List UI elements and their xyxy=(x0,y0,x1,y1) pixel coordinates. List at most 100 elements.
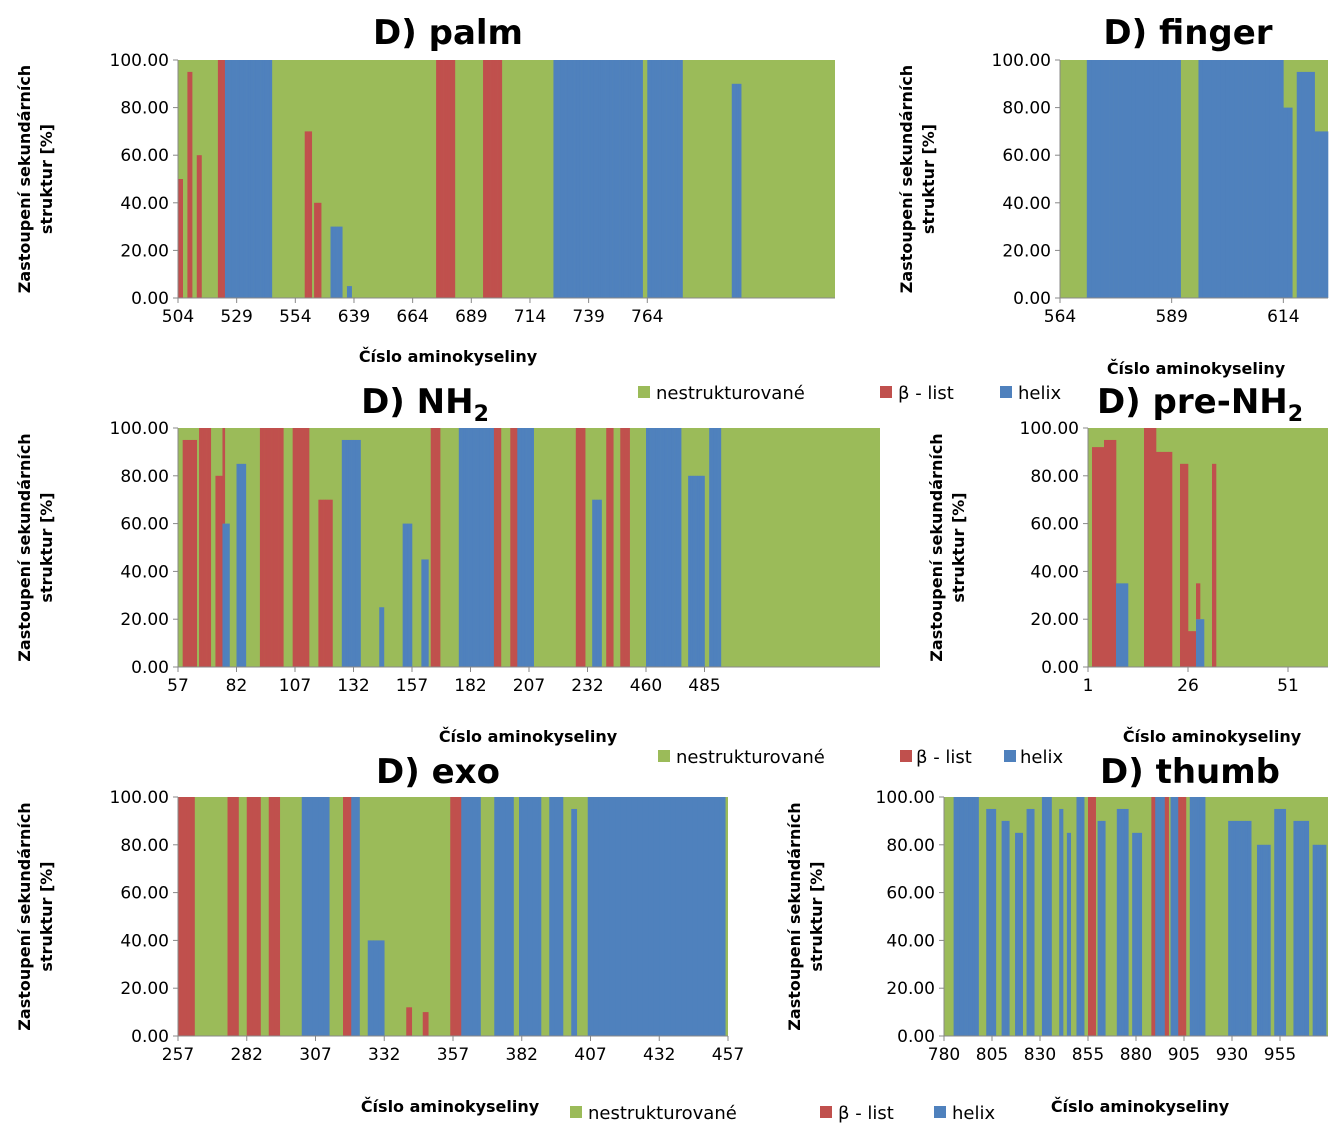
bar-helix xyxy=(690,475,694,667)
bar-beta xyxy=(1166,797,1169,1036)
bar-helix xyxy=(648,797,652,1036)
bar-beta xyxy=(580,428,584,667)
bar-helix xyxy=(1232,820,1235,1036)
bar-beta xyxy=(1153,797,1156,1036)
bar-helix xyxy=(618,797,622,1036)
y-axis-label-line1: Zastoupení sekundárních xyxy=(785,802,804,1030)
x-tick-label: 51 xyxy=(1277,676,1299,696)
bar-helix xyxy=(1301,820,1304,1036)
legend-label-helix: helix xyxy=(1020,747,1063,768)
bar-helix xyxy=(1198,60,1204,298)
y-tick-label: 100.00 xyxy=(110,788,169,808)
bar-helix xyxy=(243,60,247,298)
bar-beta xyxy=(1188,631,1193,667)
x-tick-label: 132 xyxy=(337,676,369,696)
bar-helix xyxy=(356,797,360,1036)
y-tick-label: 80.00 xyxy=(886,836,935,856)
bar-helix xyxy=(1322,844,1325,1036)
x-tick-label: 82 xyxy=(226,676,248,696)
bar-helix xyxy=(1140,60,1146,298)
x-tick-label: 930 xyxy=(1216,1045,1248,1065)
bar-helix xyxy=(1041,797,1045,1036)
bar-helix xyxy=(628,60,632,298)
title-prenh2-main: D) pre-NH xyxy=(1097,382,1288,422)
bar-beta xyxy=(309,131,313,298)
x-tick-label: 157 xyxy=(396,676,428,696)
bar-helix xyxy=(1135,60,1141,298)
bar-helix xyxy=(965,797,968,1036)
x-tick-label: 1 xyxy=(1083,676,1094,696)
x-axis-label: Číslo aminokyseliny xyxy=(359,347,538,366)
bar-beta xyxy=(575,428,579,667)
bar-helix xyxy=(988,808,991,1036)
bar-helix xyxy=(700,797,704,1036)
bar-helix xyxy=(236,463,240,667)
bar-helix xyxy=(616,60,620,298)
bar-helix xyxy=(634,797,638,1036)
bar-beta xyxy=(259,428,263,667)
bar-beta xyxy=(1151,797,1154,1036)
bar-helix xyxy=(1171,60,1177,298)
bar-helix xyxy=(1196,619,1201,667)
bar-beta xyxy=(271,797,275,1036)
y-tick-label: 40.00 xyxy=(120,562,169,582)
bar-helix xyxy=(463,428,467,667)
bar-beta xyxy=(180,179,183,298)
bar-beta xyxy=(189,797,193,1036)
bar-helix xyxy=(1016,832,1020,1036)
bar-helix xyxy=(1162,60,1168,298)
bar-helix xyxy=(1269,60,1275,298)
bar-helix xyxy=(1045,797,1048,1036)
bar-beta xyxy=(252,797,256,1036)
bar-helix xyxy=(524,428,527,667)
bar-helix xyxy=(560,797,564,1036)
bar-helix xyxy=(1116,583,1121,667)
bar-helix xyxy=(598,60,601,298)
bar-helix xyxy=(653,428,656,667)
bar-helix xyxy=(1301,71,1306,299)
bar-beta xyxy=(1164,797,1168,1036)
bar-helix xyxy=(1278,60,1284,298)
bar-helix xyxy=(1076,797,1079,1036)
bar-helix xyxy=(229,60,233,298)
x-axis-label: Číslo aminokyseliny xyxy=(1051,1097,1230,1116)
bar-helix xyxy=(1118,60,1123,298)
bar-beta xyxy=(292,428,296,667)
bar-helix xyxy=(661,60,665,298)
bar-beta xyxy=(512,428,516,667)
bar-helix xyxy=(675,60,679,298)
bar-helix xyxy=(1049,797,1052,1036)
bar-helix xyxy=(598,797,602,1036)
y-axis-label-line2: struktur [%] xyxy=(919,124,938,234)
title-nh2-main: D) NH xyxy=(361,382,474,422)
bar-helix xyxy=(243,463,247,667)
bar-helix xyxy=(246,60,249,298)
bar-helix xyxy=(1281,808,1285,1036)
title-nh2-sub: 2 xyxy=(474,402,489,427)
y-axis-label-line1: Zastoupení sekundárních xyxy=(927,433,946,661)
bar-helix xyxy=(1274,60,1280,298)
bar-helix xyxy=(703,797,707,1036)
bar-beta xyxy=(217,475,221,667)
bar-helix xyxy=(1203,797,1206,1036)
bar-helix xyxy=(963,797,966,1036)
bar-helix xyxy=(231,60,235,298)
bar-beta xyxy=(453,797,457,1036)
legend-3: nestrukturované β - list helix xyxy=(570,1103,995,1124)
bar-helix xyxy=(477,797,481,1036)
bar-helix xyxy=(482,428,485,667)
bar-helix xyxy=(248,60,252,298)
bar-helix xyxy=(1028,808,1031,1036)
bar-helix xyxy=(1228,820,1231,1036)
bar-helix xyxy=(1155,797,1158,1036)
bar-beta xyxy=(1196,583,1201,620)
bar-helix xyxy=(367,940,371,1036)
x-tick-label: 689 xyxy=(455,307,487,327)
legend-swatch-helix xyxy=(934,1106,946,1118)
bar-beta xyxy=(201,428,205,667)
y-tick-label: 20.00 xyxy=(120,610,169,630)
bar-helix xyxy=(358,439,361,667)
bar-helix xyxy=(655,428,658,667)
x-tick-label: 457 xyxy=(712,1045,744,1065)
bar-beta xyxy=(295,428,298,667)
